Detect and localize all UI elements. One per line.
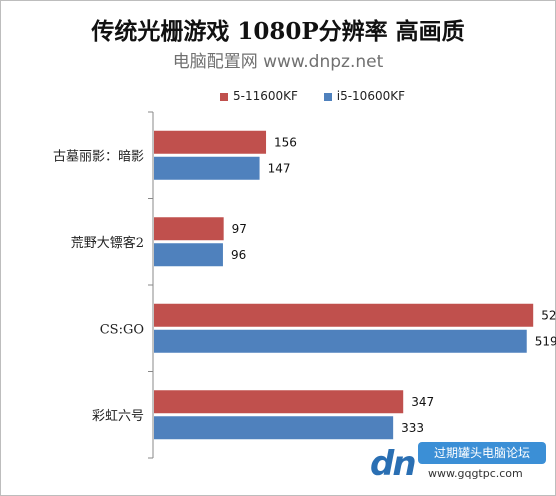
category-label: CS:GO — [100, 322, 144, 337]
legend-item-series-1: 5-11600KF — [220, 89, 298, 103]
legend-label-series-1: 5-11600KF — [233, 89, 298, 103]
data-label: 156 — [274, 135, 297, 149]
bar-series-2 — [154, 156, 260, 180]
category-label: 荒野大镖客2 — [71, 235, 144, 251]
legend-label-series-2: i5-10600KF — [336, 89, 405, 103]
bar-series-1 — [154, 130, 267, 154]
data-label: 347 — [411, 395, 434, 409]
legend-item-series-2: i5-10600KF — [323, 89, 405, 103]
data-label: 519 — [535, 334, 556, 348]
chart-title: 传统光栅游戏 1080P分辨率 高画质 — [91, 18, 465, 45]
bar-series-2 — [154, 416, 394, 440]
data-label: 97 — [232, 222, 247, 236]
watermark-logo: dn — [370, 444, 417, 484]
chart-subtitle: 电脑配置网 www.dnpz.net — [172, 52, 384, 72]
watermark: dn 过期罐头电脑论坛 www.gqgtpc.com — [370, 440, 550, 488]
data-label: 333 — [401, 421, 424, 435]
legend-swatch-series-2 — [323, 92, 332, 101]
watermark-url: www.gqgtpc.com — [428, 467, 523, 480]
watermark-badge: 过期罐头电脑论坛 — [418, 442, 546, 464]
category-label: 彩虹六号 — [92, 409, 144, 424]
legend-swatch-series-1 — [220, 92, 228, 101]
legend: 5-11600KF i5-10600KF — [220, 89, 427, 103]
category-label: 古墓丽影：暗影 — [53, 149, 144, 164]
bar-series-1 — [154, 390, 404, 414]
bar-series-1 — [154, 303, 534, 327]
bar-series-1 — [154, 217, 224, 241]
bar-series-2 — [154, 329, 527, 353]
data-label: 528 — [541, 308, 556, 322]
data-label: 96 — [231, 248, 246, 262]
data-label: 147 — [268, 161, 291, 175]
bar-series-2 — [154, 243, 223, 267]
